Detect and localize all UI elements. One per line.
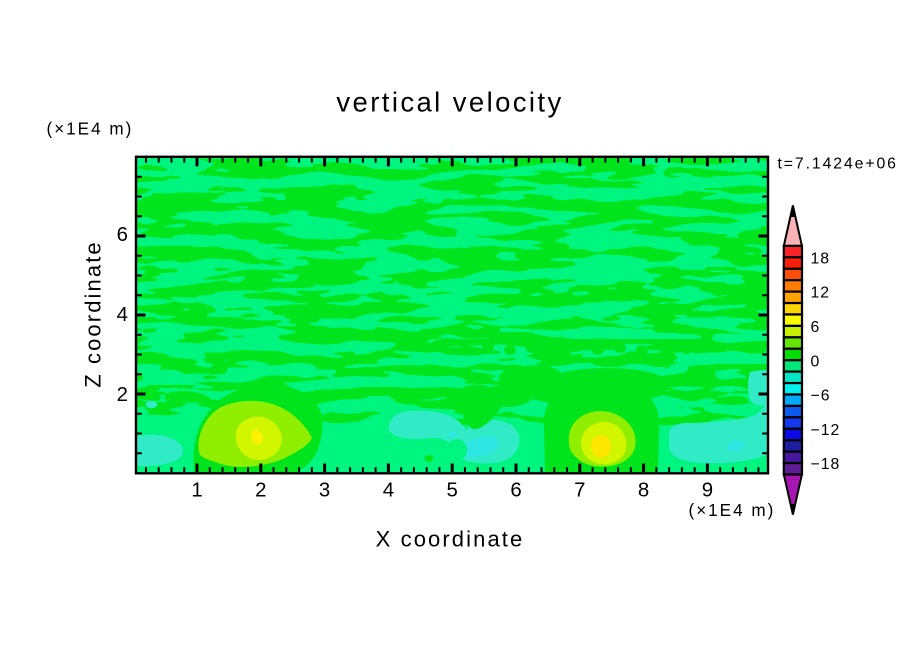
svg-text:1: 1 [191,479,202,501]
svg-text:4: 4 [383,479,394,501]
svg-text:−18: −18 [811,456,841,473]
svg-text:−12: −12 [811,422,841,439]
svg-text:7: 7 [574,479,585,501]
svg-text:Z coordinate: Z coordinate [81,240,106,388]
svg-text:4: 4 [117,304,128,326]
svg-text:6: 6 [117,224,128,246]
svg-text:2: 2 [117,384,128,406]
svg-text:9: 9 [702,479,713,501]
svg-text:2: 2 [255,479,266,501]
svg-text:(×1E4 m): (×1E4 m) [689,501,776,520]
svg-text:X coordinate: X coordinate [376,527,525,552]
svg-text:8: 8 [638,479,649,501]
svg-text:vertical velocity: vertical velocity [336,87,563,118]
svg-text:(×1E4 m): (×1E4 m) [47,119,134,138]
svg-text:−6: −6 [811,388,831,405]
svg-text:6: 6 [811,319,821,336]
svg-text:3: 3 [319,479,330,501]
svg-text:12: 12 [811,285,831,302]
svg-text:0: 0 [811,353,821,370]
svg-text:5: 5 [447,479,458,501]
svg-text:18: 18 [811,250,831,267]
svg-text:6: 6 [510,479,521,501]
svg-text:t=7.1424e+06: t=7.1424e+06 [778,155,898,172]
